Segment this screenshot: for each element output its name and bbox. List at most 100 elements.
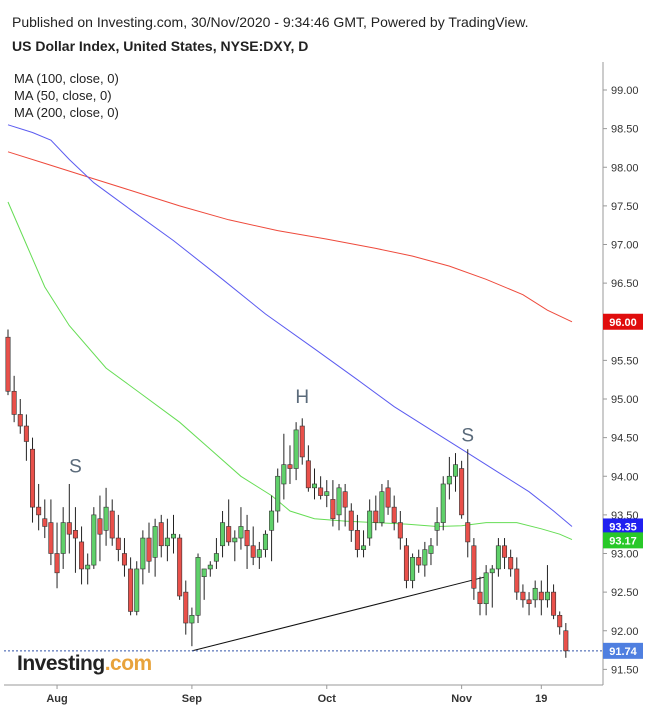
neckline-trendline xyxy=(191,576,487,652)
candle-body xyxy=(36,506,42,516)
candle-body xyxy=(220,522,226,547)
candle-body xyxy=(158,522,164,547)
candle-body xyxy=(42,518,48,527)
candle-body xyxy=(526,599,532,605)
pattern-label: S xyxy=(69,456,82,477)
candle-body xyxy=(428,545,434,554)
candle-body xyxy=(17,414,23,427)
x-tick-label: Nov xyxy=(451,693,473,705)
candle-body xyxy=(66,522,72,535)
y-tick-label: 97.50 xyxy=(611,201,639,213)
candle-body xyxy=(367,510,373,539)
candle-body xyxy=(134,568,140,612)
candle-body xyxy=(103,506,109,531)
candle-body xyxy=(281,464,287,485)
candle-body xyxy=(109,510,115,539)
x-tick-label: Oct xyxy=(318,693,337,705)
candle-body xyxy=(348,510,354,531)
candle-body xyxy=(563,630,569,652)
candle-body xyxy=(544,591,550,601)
candle-body xyxy=(471,545,477,589)
candle-body xyxy=(262,533,268,550)
candle-body xyxy=(85,564,91,570)
y-tick-label: 96.50 xyxy=(611,278,639,290)
candle-body xyxy=(502,545,508,558)
candle-body xyxy=(385,487,391,508)
ma200-line xyxy=(7,151,573,323)
candle-body xyxy=(256,549,262,558)
y-tick-label: 99.00 xyxy=(611,85,639,97)
candle-body xyxy=(91,514,97,566)
candle-body xyxy=(171,533,177,539)
candle-body xyxy=(489,568,495,574)
x-tick-label: 19 xyxy=(535,693,547,705)
y-tick-label: 98.00 xyxy=(611,162,639,174)
y-tick-label: 98.50 xyxy=(611,124,639,136)
candle-body xyxy=(238,526,244,539)
y-tick-label: 97.00 xyxy=(611,240,639,252)
price-tag xyxy=(603,313,643,330)
candle-body xyxy=(520,591,526,601)
candle-body xyxy=(164,537,170,547)
candle-body xyxy=(183,591,189,624)
candle-body xyxy=(213,553,219,562)
price-tag xyxy=(603,518,643,535)
y-tick-label: 95.00 xyxy=(611,394,639,406)
candle-body xyxy=(391,506,397,523)
pattern-label: H xyxy=(295,387,309,408)
price-tag xyxy=(603,642,643,659)
candle-body xyxy=(508,557,514,570)
candle-body xyxy=(373,510,379,523)
candle-body xyxy=(60,522,66,554)
candle-body xyxy=(11,390,17,415)
candle-body xyxy=(551,591,557,616)
investing-logo: Investing.com xyxy=(17,652,152,676)
price-tag-label: 91.74 xyxy=(609,646,637,658)
price-tag-label: 96.00 xyxy=(609,317,637,329)
candle-body xyxy=(446,475,452,485)
candle-body xyxy=(195,557,201,616)
candle-body xyxy=(189,614,195,624)
candle-body xyxy=(483,572,489,605)
y-tick-label: 92.00 xyxy=(611,626,639,638)
candle-body xyxy=(275,475,281,512)
candle-body xyxy=(514,568,520,593)
candle-body xyxy=(121,553,127,566)
candle-body xyxy=(115,537,121,550)
candle-body xyxy=(495,545,501,570)
legend-item-ma200[interactable]: MA (200, close, 0) xyxy=(14,105,119,120)
candle-body xyxy=(354,530,360,550)
price-tag-label: 93.17 xyxy=(609,535,637,547)
candle-body xyxy=(23,425,29,442)
candle-body xyxy=(269,510,275,531)
candle-body xyxy=(250,545,256,558)
candle-body xyxy=(311,483,317,489)
candle-body xyxy=(477,591,483,605)
candle-body xyxy=(557,614,563,628)
y-tick-label: 92.50 xyxy=(611,587,639,599)
y-tick-label: 91.50 xyxy=(611,664,639,676)
x-tick-label: Sep xyxy=(182,693,202,705)
candle-body xyxy=(532,587,538,601)
symbol-title: US Dollar Index, United States, NYSE:DXY… xyxy=(12,38,309,54)
candle-body xyxy=(361,545,367,550)
candle-body xyxy=(440,483,446,523)
legend-item-ma50[interactable]: MA (50, close, 0) xyxy=(14,88,112,103)
legend-item-ma100[interactable]: MA (100, close, 0) xyxy=(14,71,119,86)
indicator-legend: MA (100, close, 0) MA (50, close, 0) MA … xyxy=(14,70,119,121)
y-tick-label: 93.00 xyxy=(611,549,639,561)
candle-body xyxy=(305,460,311,489)
candle-body xyxy=(48,522,54,554)
candle-body xyxy=(226,526,232,543)
candle-body xyxy=(128,568,134,612)
candle-body xyxy=(330,499,336,520)
candle-body xyxy=(379,491,385,523)
y-tick-label: 95.50 xyxy=(611,355,639,367)
candle-body xyxy=(403,545,409,581)
candle-body xyxy=(336,487,342,516)
candle-body xyxy=(397,522,403,539)
candle-body xyxy=(207,564,213,570)
logo-suffix: .com xyxy=(104,652,153,675)
candle-body xyxy=(434,522,440,531)
